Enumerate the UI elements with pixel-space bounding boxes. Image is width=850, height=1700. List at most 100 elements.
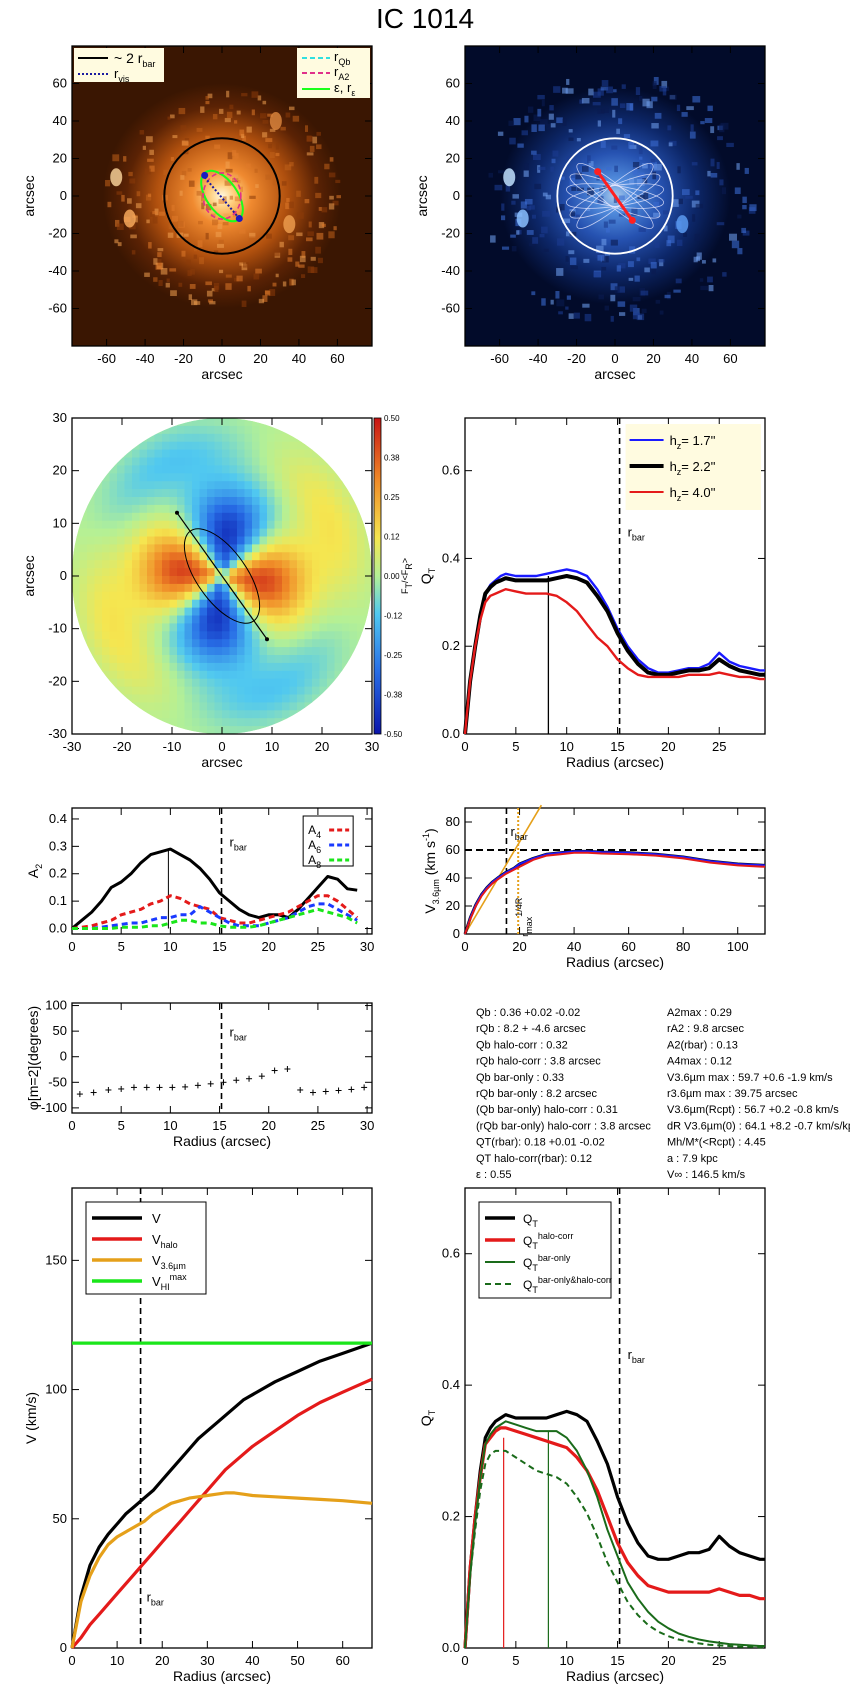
heat-cell [342,497,351,506]
heat-cell [79,425,88,435]
heat-cell [177,465,186,474]
noise-pixel [117,242,122,247]
label-part: Q [523,1234,532,1248]
noise-pixel [606,86,613,94]
heat-cell [312,560,321,569]
heat-cell [177,615,186,624]
noise-pixel [597,109,605,114]
x-tick-label: 20 [661,739,675,754]
noise-pixel [576,137,581,142]
heat-cell [312,528,321,538]
noise-pixel [180,175,185,180]
heat-cell [139,528,148,538]
heat-cell [289,607,298,617]
heat-cell [109,639,118,648]
heat-cell [94,694,103,703]
heat-cell [312,670,321,680]
bar-circle [163,137,281,255]
heat-cell [349,662,358,672]
label-part: 4 [316,830,321,840]
noise-pixel [107,201,112,208]
heat-cell [147,702,156,711]
heat-cell [327,449,336,459]
heat-cell [177,473,186,482]
heat-cell [184,670,193,680]
heat-cell [207,670,216,680]
heat-cell [304,615,313,624]
heat-cell [184,465,193,474]
heat-cell [222,710,231,719]
heat-cell [132,433,141,443]
label-part: 3.6µm [161,1261,186,1271]
heat-cell [319,504,328,514]
heat-cell [267,702,276,711]
heat-cell [229,631,238,640]
heat-cell [319,520,328,530]
y-tick-label: 50 [53,1511,67,1526]
x-axis-label: arcsec [594,366,635,382]
heat-cell [244,615,253,624]
heat-cell [334,599,343,609]
heat-cell [147,425,156,435]
noise-pixel [533,114,541,122]
heat-cell [222,678,231,688]
heat-cell [252,481,261,490]
heat-cell [267,631,276,640]
plot-force_map: -30 -20 -10 0 10 20 30-30-20-100102030arcsecar… [21,410,379,770]
heat-cell [237,433,246,443]
noise-pixel [728,233,737,241]
heat-cell [334,686,343,696]
plot-frame [71,1187,373,1649]
heat-cell [327,576,336,585]
noise-pixel [617,301,626,307]
heat-cell [297,591,306,601]
heat-cell [349,481,358,490]
heat-cell [192,489,201,498]
heat-cell [87,457,96,466]
legend-entry: hz​= 1.7'' [670,433,716,451]
x-tick-label: 15 [212,1118,226,1133]
noise-pixel [557,238,565,246]
heat-cell [132,670,141,680]
heat-cell [177,552,186,561]
noise-pixel [498,170,505,174]
x-tick-label: 50 [290,1653,304,1668]
heat-cell [312,718,321,727]
heat-cell [79,662,88,672]
x-tick-label: -20 [567,351,586,366]
noise-pixel [272,282,277,287]
heat-cell [319,662,328,672]
noise-pixel [288,248,293,255]
heat-cell [117,520,126,530]
noise-pixel [592,91,601,98]
heat-cell [184,639,193,648]
heat-cell [289,425,298,435]
heat-cell [259,670,268,680]
heat-cell [304,433,313,443]
rbar-label: rbar​ [230,1024,247,1042]
bar-axis-line [176,512,268,640]
heat-cell [184,694,193,703]
noise-pixel [644,267,650,273]
heat-cell [222,718,231,727]
noise-pixel [520,201,527,209]
heat-cell [327,655,336,664]
heat-cell [252,623,261,632]
noise-pixel [509,137,516,145]
label-part: V (km/s) [23,1392,39,1444]
heat-cell [342,465,351,474]
heat-cell [252,718,261,727]
heat-cell [237,457,246,466]
heat-cell [154,449,163,459]
heat-cell [132,568,141,577]
heat-cell [124,489,133,498]
heat-cell [327,615,336,624]
noise-pixel [583,258,590,263]
noise-pixel [695,190,700,196]
heat-cell [94,512,103,522]
noise-pixel [575,214,580,221]
heat-cell [162,694,171,703]
heat-cell [327,536,336,545]
heat-cell [304,520,313,530]
heat-cell [252,631,261,640]
